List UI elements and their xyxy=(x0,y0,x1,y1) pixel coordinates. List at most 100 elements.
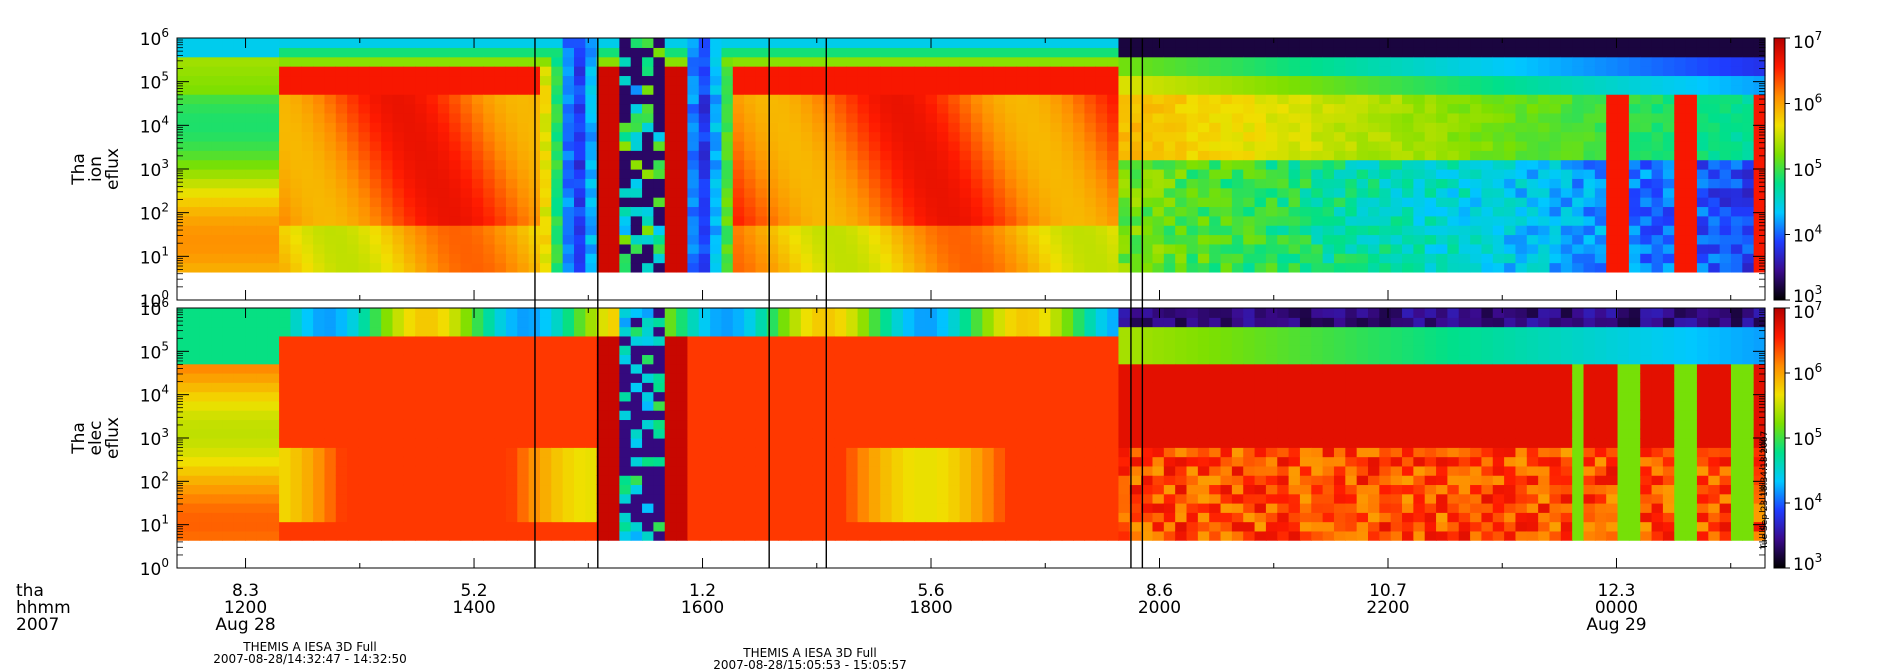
spectrogram-cell xyxy=(1175,140,1188,151)
spectrogram-cell xyxy=(687,169,700,179)
spectrogram-cell xyxy=(1175,150,1188,161)
spectrogram-cell xyxy=(1061,66,1074,77)
spectrogram-cell xyxy=(199,225,212,236)
spectrogram-cell xyxy=(778,159,791,170)
spectrogram-cell xyxy=(574,38,586,48)
spectrogram-cell xyxy=(1413,253,1426,264)
spectrogram-cell xyxy=(744,335,757,346)
spectrogram-cell xyxy=(562,178,575,189)
spectrogram-cell xyxy=(1379,225,1392,236)
spectrogram-cell xyxy=(1696,103,1709,114)
spectrogram-cell xyxy=(437,122,450,133)
spectrogram-cell xyxy=(494,122,507,133)
spectrogram-cell xyxy=(857,122,870,133)
spectrogram-cell xyxy=(381,475,394,486)
spectrogram-cell xyxy=(233,354,246,365)
spectrogram-cell xyxy=(755,308,768,318)
spectrogram-cell xyxy=(732,475,745,486)
spectrogram-cell xyxy=(313,234,326,245)
spectrogram-cell xyxy=(279,112,292,123)
spectrogram-cell xyxy=(1186,66,1199,77)
spectrogram-cell xyxy=(460,225,473,236)
spectrogram-cell xyxy=(403,465,416,476)
spectrogram-cell xyxy=(1753,187,1766,198)
spectrogram-cell xyxy=(800,122,813,133)
spectrogram-cell xyxy=(415,326,428,337)
spectrogram-cell xyxy=(177,465,189,476)
spectrogram-cell xyxy=(732,521,745,532)
spectrogram-cell xyxy=(1436,103,1448,114)
y-tick-exp: 0 xyxy=(161,288,169,302)
spectrogram-cell xyxy=(199,243,212,254)
spectrogram-cell xyxy=(415,317,428,328)
spectrogram-cell xyxy=(177,66,189,77)
spectrogram-cell xyxy=(1231,122,1244,133)
spectrogram-cell xyxy=(1719,159,1732,170)
spectrogram-cell xyxy=(1129,159,1142,170)
spectrogram-cell xyxy=(1470,234,1483,245)
spectrogram-cell xyxy=(1265,103,1278,114)
spectrogram-cell xyxy=(426,363,439,374)
spectrogram-cell xyxy=(313,140,326,151)
spectrogram-cell xyxy=(664,150,677,161)
spectrogram-cell xyxy=(993,103,1006,114)
spectrogram-cell xyxy=(755,94,768,105)
spectrogram-cell xyxy=(1197,84,1210,95)
spectrogram-cell xyxy=(1209,38,1222,48)
spectrogram-cell xyxy=(676,122,689,133)
spectrogram-cell xyxy=(880,140,893,151)
spectrogram-cell xyxy=(823,66,836,77)
spectrogram-cell xyxy=(1356,206,1369,217)
spectrogram-cell xyxy=(256,391,269,402)
spectrogram-cell xyxy=(574,75,586,86)
spectrogram-cell xyxy=(1549,187,1562,198)
spectrogram-cell xyxy=(1515,56,1528,67)
spectrogram-cell xyxy=(630,503,643,513)
spectrogram-cell xyxy=(449,484,462,495)
spectrogram-cell xyxy=(1560,253,1573,264)
spectrogram-cell xyxy=(902,112,915,123)
spectrogram-cell xyxy=(279,391,292,402)
spectrogram-cell xyxy=(245,456,257,467)
spectrogram-cell xyxy=(1368,253,1380,264)
spectrogram-cell xyxy=(1141,225,1154,236)
spectrogram-cell xyxy=(857,169,870,179)
spectrogram-cell xyxy=(846,206,859,217)
spectrogram-cell xyxy=(1016,225,1029,236)
y-tick-label: 100 xyxy=(140,288,169,312)
spectrogram-cell xyxy=(936,56,949,67)
spectrogram-cell xyxy=(562,345,575,356)
spectrogram-cell xyxy=(1583,206,1596,217)
spectrogram-cell xyxy=(369,391,382,402)
spectrogram-cell xyxy=(608,428,620,439)
spectrogram-cell xyxy=(982,150,995,161)
spectrogram-cell xyxy=(222,150,235,161)
spectrogram-cell xyxy=(1549,75,1562,86)
spectrogram-cell xyxy=(596,345,609,356)
spectrogram-cell xyxy=(233,187,246,198)
spectrogram-cell xyxy=(687,112,700,123)
spectrogram-cell xyxy=(1549,225,1562,236)
spectrogram-cell xyxy=(778,234,791,245)
spectrogram-cell xyxy=(494,382,507,393)
spectrogram-cell xyxy=(982,84,995,95)
spectrogram-cell xyxy=(517,530,530,541)
spectrogram-cell xyxy=(789,234,802,245)
spectrogram-cell xyxy=(676,475,689,486)
spectrogram-cell xyxy=(993,66,1006,77)
spectrogram-cell xyxy=(471,169,484,179)
spectrogram-cell xyxy=(199,103,212,114)
spectrogram-cell xyxy=(1458,169,1471,179)
spectrogram-cell xyxy=(1402,103,1414,114)
spectrogram-cell xyxy=(1107,197,1120,208)
spectrogram-cell xyxy=(630,308,643,318)
spectrogram-cell xyxy=(1197,206,1210,217)
spectrogram-cell xyxy=(1163,131,1176,142)
spectrogram-cell xyxy=(494,94,507,105)
spectrogram-cell xyxy=(1311,215,1324,226)
spectrogram-cell xyxy=(517,419,530,430)
spectrogram-cell xyxy=(1277,140,1290,151)
spectrogram-cell xyxy=(698,512,711,523)
spectrogram-cell xyxy=(1277,56,1290,67)
spectrogram-cell xyxy=(642,410,654,421)
